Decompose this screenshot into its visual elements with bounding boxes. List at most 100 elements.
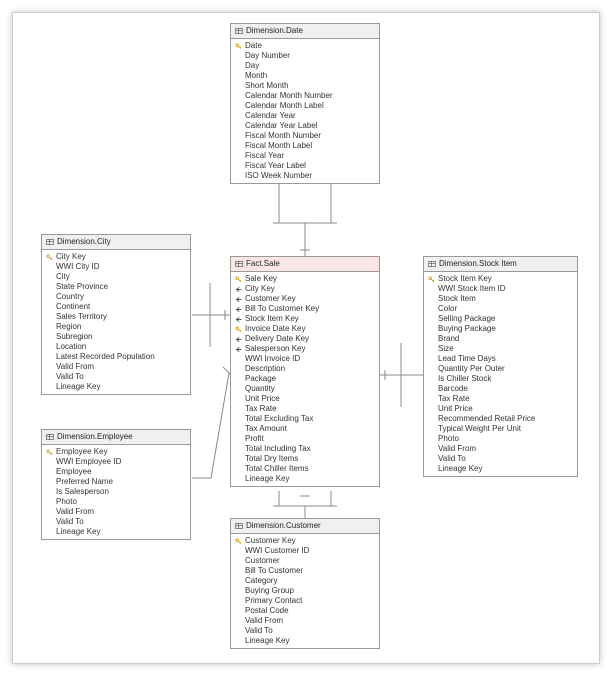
column-row[interactable]: Country xyxy=(42,292,190,302)
table-customer[interactable]: Dimension.Customer Customer KeyWWI Custom… xyxy=(230,518,380,649)
column-row[interactable]: Date xyxy=(231,41,379,51)
column-row[interactable]: Salesperson Key xyxy=(231,344,379,354)
column-row[interactable]: Unit Price xyxy=(424,404,577,414)
table-employee[interactable]: Dimension.Employee Employee KeyWWI Employ… xyxy=(41,429,191,540)
column-row[interactable]: Is Salesperson xyxy=(42,487,190,497)
column-row[interactable]: WWI Customer ID xyxy=(231,546,379,556)
column-row[interactable]: Calendar Month Label xyxy=(231,101,379,111)
column-row[interactable]: Bill To Customer xyxy=(231,566,379,576)
column-row[interactable]: Employee xyxy=(42,467,190,477)
column-row[interactable]: WWI Employee ID xyxy=(42,457,190,467)
column-row[interactable]: Region xyxy=(42,322,190,332)
column-row[interactable]: Stock Item xyxy=(424,294,577,304)
column-row[interactable]: Valid From xyxy=(231,616,379,626)
column-row[interactable]: Fiscal Month Label xyxy=(231,141,379,151)
column-row[interactable]: Preferred Name xyxy=(42,477,190,487)
column-row[interactable]: Day Number xyxy=(231,51,379,61)
column-row[interactable]: Primary Contact xyxy=(231,596,379,606)
column-row[interactable]: Brand xyxy=(424,334,577,344)
table-header[interactable]: Dimension.Stock Item xyxy=(424,257,577,272)
column-row[interactable]: Valid From xyxy=(42,362,190,372)
column-row[interactable]: City Key xyxy=(231,284,379,294)
column-row[interactable]: Month xyxy=(231,71,379,81)
column-row[interactable]: WWI Invoice ID xyxy=(231,354,379,364)
column-row[interactable]: Photo xyxy=(42,497,190,507)
column-row[interactable]: Short Month xyxy=(231,81,379,91)
column-row[interactable]: Tax Amount xyxy=(231,424,379,434)
column-row[interactable]: Valid From xyxy=(424,444,577,454)
column-row[interactable]: Selling Package xyxy=(424,314,577,324)
column-row[interactable]: Day xyxy=(231,61,379,71)
column-row[interactable]: Valid From xyxy=(42,507,190,517)
column-row[interactable]: Subregion xyxy=(42,332,190,342)
column-row[interactable]: Employee Key xyxy=(42,447,190,457)
column-row[interactable]: Customer xyxy=(231,556,379,566)
column-row[interactable]: Quantity xyxy=(231,384,379,394)
table-city[interactable]: Dimension.City City KeyWWI City IDCitySta… xyxy=(41,234,191,395)
column-row[interactable]: Customer Key xyxy=(231,536,379,546)
column-row[interactable]: Typical Weight Per Unit xyxy=(424,424,577,434)
column-row[interactable]: Postal Code xyxy=(231,606,379,616)
column-row[interactable]: Total Excluding Tax xyxy=(231,414,379,424)
column-row[interactable]: Invoice Date Key xyxy=(231,324,379,334)
column-row[interactable]: Tax Rate xyxy=(231,404,379,414)
column-row[interactable]: Total Dry Items xyxy=(231,454,379,464)
column-row[interactable]: Category xyxy=(231,576,379,586)
column-row[interactable]: State Province xyxy=(42,282,190,292)
table-header[interactable]: Dimension.Employee xyxy=(42,430,190,445)
column-row[interactable]: Photo xyxy=(424,434,577,444)
column-row[interactable]: Lead Time Days xyxy=(424,354,577,364)
column-row[interactable]: Size xyxy=(424,344,577,354)
column-row[interactable]: Valid To xyxy=(42,517,190,527)
column-row[interactable]: Sales Territory xyxy=(42,312,190,322)
column-row[interactable]: Location xyxy=(42,342,190,352)
table-sale[interactable]: Fact.Sale Sale KeyCity KeyCustomer KeyBil… xyxy=(230,256,380,487)
column-row[interactable]: ISO Week Number xyxy=(231,171,379,181)
column-row[interactable]: Fiscal Year Label xyxy=(231,161,379,171)
column-row[interactable]: Customer Key xyxy=(231,294,379,304)
column-row[interactable]: Quantity Per Outer xyxy=(424,364,577,374)
column-row[interactable]: Total Chiller Items xyxy=(231,464,379,474)
column-row[interactable]: Profit xyxy=(231,434,379,444)
column-row[interactable]: Is Chiller Stock xyxy=(424,374,577,384)
column-row[interactable]: City Key xyxy=(42,252,190,262)
table-header[interactable]: Dimension.City xyxy=(42,235,190,250)
column-row[interactable]: Recommended Retail Price xyxy=(424,414,577,424)
column-row[interactable]: Lineage Key xyxy=(42,382,190,392)
column-row[interactable]: Bill To Customer Key xyxy=(231,304,379,314)
column-row[interactable]: WWI Stock Item ID xyxy=(424,284,577,294)
column-row[interactable]: Continent xyxy=(42,302,190,312)
column-row[interactable]: City xyxy=(42,272,190,282)
column-row[interactable]: Delivery Date Key xyxy=(231,334,379,344)
column-row[interactable]: Sale Key xyxy=(231,274,379,284)
column-row[interactable]: Buying Group xyxy=(231,586,379,596)
column-row[interactable]: Color xyxy=(424,304,577,314)
table-header[interactable]: Fact.Sale xyxy=(231,257,379,272)
column-row[interactable]: Lineage Key xyxy=(42,527,190,537)
column-row[interactable]: Package xyxy=(231,374,379,384)
column-row[interactable]: Lineage Key xyxy=(424,464,577,474)
column-row[interactable]: Calendar Year Label xyxy=(231,121,379,131)
column-row[interactable]: Description xyxy=(231,364,379,374)
column-row[interactable]: Barcode xyxy=(424,384,577,394)
column-row[interactable]: WWI City ID xyxy=(42,262,190,272)
column-row[interactable]: Fiscal Month Number xyxy=(231,131,379,141)
table-header[interactable]: Dimension.Date xyxy=(231,24,379,39)
column-row[interactable]: Calendar Month Number xyxy=(231,91,379,101)
table-stock[interactable]: Dimension.Stock Item Stock Item KeyWWI St… xyxy=(423,256,578,477)
column-row[interactable]: Valid To xyxy=(42,372,190,382)
column-row[interactable]: Stock Item Key xyxy=(231,314,379,324)
column-row[interactable]: Buying Package xyxy=(424,324,577,334)
column-row[interactable]: Calendar Year xyxy=(231,111,379,121)
column-row[interactable]: Fiscal Year xyxy=(231,151,379,161)
table-header[interactable]: Dimension.Customer xyxy=(231,519,379,534)
column-row[interactable]: Total Including Tax xyxy=(231,444,379,454)
column-row[interactable]: Valid To xyxy=(424,454,577,464)
table-date[interactable]: Dimension.Date DateDay NumberDayMonthShor… xyxy=(230,23,380,184)
column-row[interactable]: Lineage Key xyxy=(231,636,379,646)
column-row[interactable]: Latest Recorded Population xyxy=(42,352,190,362)
column-row[interactable]: Valid To xyxy=(231,626,379,636)
column-row[interactable]: Lineage Key xyxy=(231,474,379,484)
column-row[interactable]: Stock Item Key xyxy=(424,274,577,284)
column-row[interactable]: Unit Price xyxy=(231,394,379,404)
